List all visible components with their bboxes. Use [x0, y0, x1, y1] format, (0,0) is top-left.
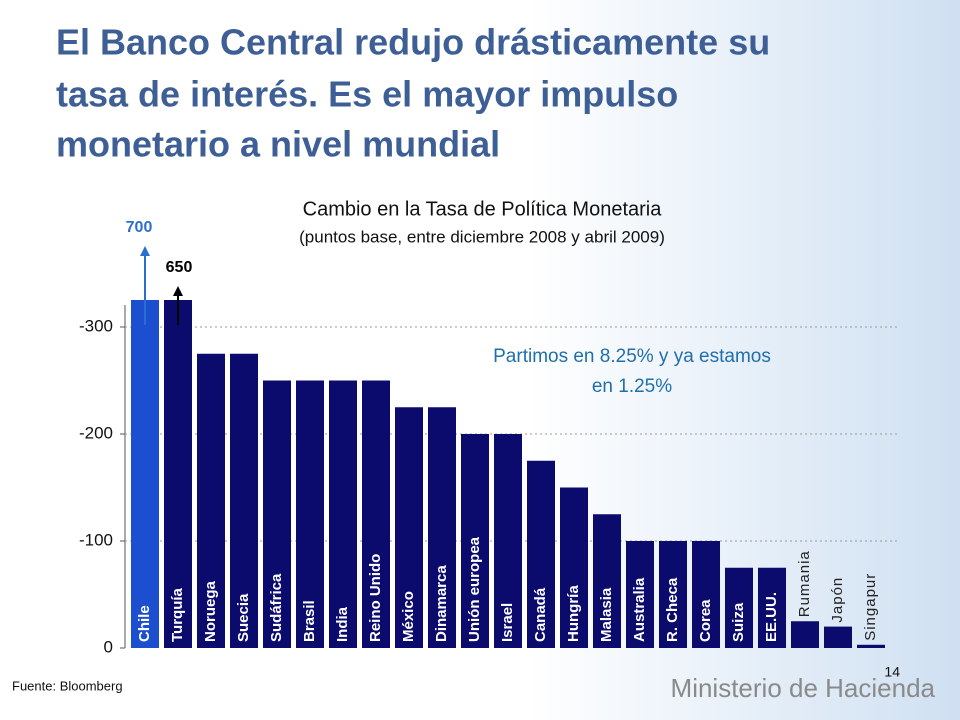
bar [263, 380, 291, 648]
bar [692, 541, 720, 648]
category-label: Singapur [862, 573, 879, 641]
category-label: Malasia [598, 587, 615, 642]
bar [395, 407, 423, 648]
bar [824, 626, 852, 648]
category-label: Australia [631, 577, 648, 642]
y-tick-label: 0 [104, 637, 113, 656]
annotation: en 1.25% [592, 376, 672, 397]
category-label: Unión europea [466, 536, 483, 642]
bar [296, 380, 324, 648]
category-label: Hungría [565, 585, 582, 642]
title: El Banco Central redujo drásticamente su… [56, 22, 770, 165]
bar [362, 380, 390, 648]
bars [131, 300, 885, 648]
bar [659, 541, 687, 648]
category-label: Dinamarca [433, 565, 450, 642]
bar [164, 300, 192, 648]
category-label: Japón [829, 577, 846, 623]
category-label: Israel [499, 603, 516, 642]
bar [428, 407, 456, 648]
plot: 0 -100 -200 -300 Chile 700 Turquía 650 Noruega Su… [79, 219, 900, 656]
bar [131, 300, 159, 648]
category-label: R. Checa [664, 577, 681, 642]
chart-title: Cambio en la Tasa de Política Monetaria [303, 198, 663, 220]
title-line: monetario a nivel mundial [56, 124, 500, 165]
category-label: Noruega [202, 581, 219, 643]
arrow-head [140, 246, 150, 256]
category-label: Brasil [301, 600, 318, 642]
footer-brand: Ministerio de Hacienda [671, 673, 936, 703]
bar [494, 434, 522, 648]
bar [626, 541, 654, 648]
category-label: Reino Unido [367, 554, 384, 642]
bar [725, 567, 753, 648]
bar [230, 353, 258, 648]
category-label: India [334, 606, 351, 642]
category-label: Suiza [730, 602, 747, 642]
value-label: 700 [126, 219, 153, 236]
page-number: 14 [884, 664, 900, 680]
chart-subtitle: (puntos base, entre diciembre 2008 y abr… [299, 227, 665, 246]
bar [560, 487, 588, 648]
category-label: EE.UU. [763, 592, 780, 642]
bar [758, 567, 786, 648]
bar [593, 514, 621, 648]
category-label: Suecia [235, 593, 252, 642]
bar [527, 460, 555, 648]
bar [197, 353, 225, 648]
category-label: Chile [136, 605, 153, 642]
category-label: Turquía [169, 587, 186, 642]
bar [329, 380, 357, 648]
y-tick-label: -200 [79, 423, 113, 442]
y-tick-label: -300 [79, 316, 113, 335]
annotation: Partimos en 8.25% y ya estamos [493, 346, 771, 367]
category-label: Canadá [532, 587, 549, 642]
bar [791, 621, 819, 648]
category-label: Sudáfrica [268, 573, 285, 642]
category-label: México [400, 591, 417, 642]
y-tick-label: -100 [79, 530, 113, 549]
title-line: tasa de interés. Es el mayor impulso [56, 74, 678, 115]
category-label: Rumania [796, 550, 813, 617]
bar [857, 644, 885, 648]
bar [461, 434, 489, 648]
value-label: 650 [166, 259, 193, 276]
source: Fuente: Bloomberg [12, 678, 123, 693]
title-line: El Banco Central redujo drásticamente su [56, 22, 770, 63]
arrow-head [173, 286, 183, 296]
category-label: Corea [697, 599, 714, 642]
